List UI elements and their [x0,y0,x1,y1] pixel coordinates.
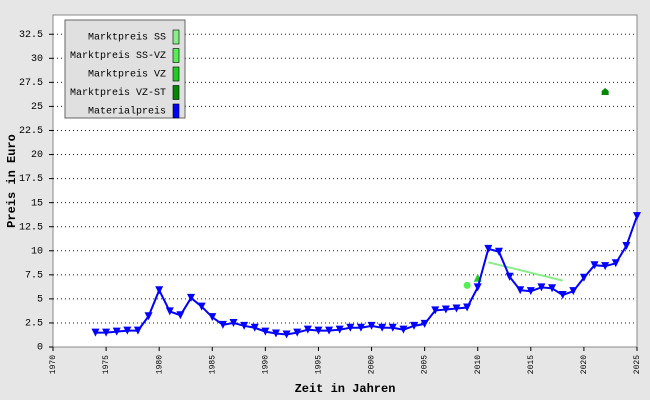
marker [441,305,450,314]
marker [123,326,132,335]
legend-swatch [172,103,180,119]
marker [473,283,482,292]
marker [410,321,419,330]
y-tick-label: 7.5 [25,270,43,281]
marker [346,323,355,332]
marker [558,291,567,300]
marker [463,281,471,289]
marker [197,302,206,311]
marker [463,303,472,312]
legend-label: Marktpreis VZ-ST [70,87,166,99]
marker [208,313,217,322]
marker [218,320,227,329]
marker [325,326,334,335]
marker [240,321,249,330]
y-tick-label: 30 [31,54,43,65]
marker [261,327,270,336]
marker [569,287,578,296]
y-tick-label: 22.5 [19,126,43,137]
y-tick-label: 20 [31,150,43,161]
x-tick-label: 1975 [102,355,111,374]
y-tick-label: 15 [31,198,43,209]
marker [601,262,610,271]
legend-swatch [172,29,180,45]
x-tick-label: 1970 [49,355,58,374]
marker [484,244,493,253]
marker [601,87,609,95]
series-line [95,215,638,336]
marker [102,328,111,337]
marker [633,212,641,221]
marker [494,247,503,256]
x-axis-label: Zeit in Jahren [295,382,396,396]
marker [112,327,121,336]
legend-label: Materialpreis [88,106,166,118]
marker [356,323,365,332]
marker [378,323,387,332]
marker [271,329,280,338]
x-tick-label: 1995 [315,355,324,374]
legend-label: Marktpreis VZ [88,69,166,81]
legend-label: Marktpreis SS [88,32,166,44]
marker [293,328,302,337]
x-tick-label: 2025 [633,355,642,374]
x-tick-label: 1990 [261,355,270,374]
y-tick-label: 17.5 [19,174,43,185]
marker [282,330,291,339]
marker [516,286,525,295]
marker [452,304,461,313]
marker [537,283,546,292]
y-tick-label: 25 [31,102,43,113]
legend: Marktpreis SS Marktpreis SS-VZ Marktpreis … [64,19,186,119]
marker [250,323,259,332]
x-tick-label: 2005 [421,355,430,374]
marker [505,272,514,281]
marker [611,259,620,268]
marker [622,241,631,250]
x-tick-label: 2020 [580,355,589,374]
legend-swatch [172,66,180,82]
marker [399,325,408,334]
y-tick-label: 0 [37,343,43,354]
marker [155,286,164,295]
legend-swatch [172,85,180,100]
marker [144,312,153,321]
marker [335,325,344,334]
marker [526,287,535,296]
y-tick-label: 27.5 [19,78,43,89]
legend-swatch [172,48,180,63]
marker [367,321,376,330]
marker [314,326,323,335]
marker [579,273,588,282]
x-tick-label: 2000 [368,355,377,374]
marker [229,318,238,327]
marker [548,284,557,293]
marker [420,319,429,328]
x-tick-label: 2015 [527,355,536,374]
y-tick-label: 32.5 [19,30,43,41]
marker [187,293,196,302]
y-tick-label: 2.5 [25,319,43,330]
x-tick-label: 1985 [208,355,217,374]
x-tick-label: 2010 [474,355,483,374]
marker [133,326,142,335]
marker [431,306,440,315]
y-tick-label: 5 [37,295,43,306]
marker [176,311,185,320]
marker [165,307,174,316]
y-tick-label: 10 [31,246,43,257]
marker [590,261,599,270]
y-tick-label: 12.5 [19,222,43,233]
series-line [488,261,563,282]
y-axis-label: Preis in Euro [5,134,19,228]
legend-box [64,19,186,119]
x-tick-label: 1980 [155,355,164,374]
legend-label: Marktpreis SS-VZ [70,50,166,62]
marker [388,323,397,332]
marker [91,328,100,337]
marker [303,325,312,334]
